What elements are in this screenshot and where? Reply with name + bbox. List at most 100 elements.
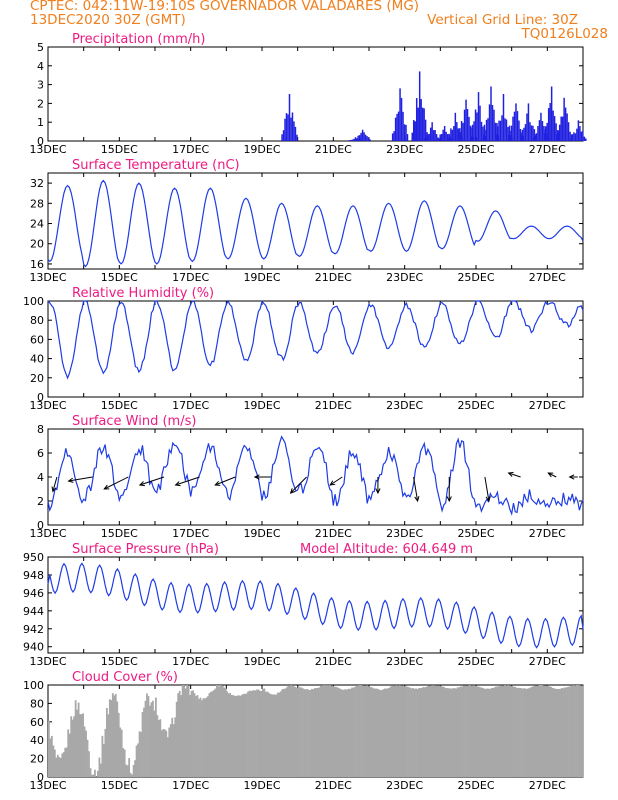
x-tick-label: 19DEC — [243, 399, 280, 412]
precip-bar — [479, 105, 481, 141]
precip-bar — [394, 117, 397, 141]
x-tick-label: 27DEC — [529, 271, 566, 284]
precip-bar — [507, 127, 509, 141]
x-tick-label: 19DEC — [243, 779, 280, 792]
cloud-cover-bar — [172, 724, 175, 777]
precip-bar — [350, 139, 352, 141]
cloud-cover-bar — [152, 700, 154, 777]
cloud-cover-bar — [580, 685, 582, 777]
cloud-cover-bar — [175, 701, 178, 777]
cloud-cover-bar — [319, 686, 322, 777]
cloud-cover-bar — [388, 687, 391, 777]
precip-bar — [434, 130, 436, 141]
cloud-cover-bar — [59, 757, 62, 777]
x-tick-label: 15DEC — [101, 655, 138, 668]
cloud-cover-bar — [389, 686, 392, 777]
cloud-cover-bar — [159, 719, 162, 777]
precip-bar — [534, 134, 536, 141]
cloud-cover-bar — [418, 688, 420, 777]
cloud-cover-bar — [416, 689, 419, 777]
y-tick-label: 950 — [23, 551, 44, 564]
precip-bar — [402, 111, 404, 141]
precip-bar — [538, 120, 541, 141]
cloud-cover-bar — [61, 753, 64, 777]
cloud-cover-bar — [290, 685, 293, 777]
cloud-cover-bar — [104, 728, 107, 777]
cloud-cover-bar — [315, 688, 318, 777]
cloud-cover-bar — [82, 713, 84, 777]
cloud-cover-bar — [526, 688, 529, 777]
cloud-cover-bar — [510, 685, 512, 777]
precip-bar — [415, 98, 418, 141]
y-tick-label: 80 — [30, 314, 44, 327]
cloud-cover-bar — [192, 690, 194, 777]
precip-bar — [490, 86, 492, 141]
precip-bar — [550, 86, 553, 141]
cloud-cover-bar — [462, 685, 465, 777]
cloud-cover-bar — [294, 687, 297, 777]
cloud-cover-bar — [132, 765, 135, 777]
cloud-cover-bar — [143, 707, 145, 777]
cloud-cover-bar — [455, 688, 457, 777]
panel-humidity: 13DEC 15DEC 17DEC 19DEC 21DEC 23DEC 25DEC 27DEC… — [23, 286, 584, 412]
cloud-cover-bar — [385, 688, 388, 777]
cloud-cover-bar — [113, 695, 116, 777]
wind-vector — [138, 476, 165, 487]
precip-bar — [423, 108, 425, 141]
cloud-cover-bar — [432, 685, 435, 777]
precip-bar — [488, 104, 491, 141]
cloud-cover-bar — [263, 688, 266, 777]
precip-bar — [504, 118, 506, 141]
wind-vector — [103, 476, 129, 490]
y-tick-label: 80 — [30, 697, 44, 710]
precip-bar — [397, 111, 400, 141]
cloud-cover-bar — [71, 719, 74, 777]
precip-bar — [535, 133, 538, 141]
x-tick-label: 15DEC — [101, 271, 138, 284]
cloud-cover-bar — [256, 689, 258, 777]
cloud-cover-bar — [556, 688, 559, 777]
cloud-cover-bar — [306, 689, 309, 777]
precip-bar — [499, 120, 502, 141]
y-tick-label: 0 — [37, 391, 44, 404]
precip-bar — [519, 129, 522, 141]
cloud-cover-bar — [446, 688, 449, 777]
x-tick-label: 23DEC — [386, 527, 423, 540]
cloud-cover-bar — [563, 687, 566, 777]
cloud-cover-bar — [260, 691, 263, 777]
cloud-cover-bar — [569, 686, 572, 777]
cloud-cover-bar — [519, 687, 521, 777]
cloud-cover-bar — [165, 730, 168, 777]
precip-bar — [445, 131, 447, 141]
cloud-cover-bar — [212, 690, 215, 777]
x-tick-label: 25DEC — [457, 271, 494, 284]
precip-bar — [396, 113, 398, 141]
precip-bar — [361, 129, 364, 141]
precip-bar — [421, 107, 424, 141]
cloud-cover-bar — [548, 686, 551, 777]
cloud-cover-bar — [56, 754, 59, 777]
cloud-cover-bar — [440, 686, 443, 777]
cloud-cover-bar — [542, 685, 545, 777]
cloud-cover-bar — [74, 700, 77, 777]
wind-vector-head — [547, 472, 554, 478]
y-tick-label: 60 — [30, 716, 44, 729]
cloud-cover-bar — [461, 686, 463, 777]
precip-bar — [417, 107, 419, 141]
cloud-cover-bar — [401, 685, 404, 777]
cloud-cover-bar — [262, 689, 264, 777]
cloud-cover-bar — [400, 685, 402, 777]
precip-bar — [564, 107, 567, 141]
precip-bar — [285, 113, 288, 141]
precip-bar — [358, 135, 361, 141]
precip-bar — [366, 136, 368, 141]
cloud-cover-bar — [146, 693, 148, 777]
cloud-cover-bar — [181, 685, 184, 777]
precip-bar — [569, 131, 571, 141]
cloud-cover-bar — [398, 685, 401, 777]
cloud-cover-bar — [287, 685, 290, 777]
precip-bar — [447, 138, 449, 141]
x-tick-label: 17DEC — [172, 399, 209, 412]
precip-bar — [530, 125, 533, 141]
cloud-cover-bar — [371, 687, 374, 777]
